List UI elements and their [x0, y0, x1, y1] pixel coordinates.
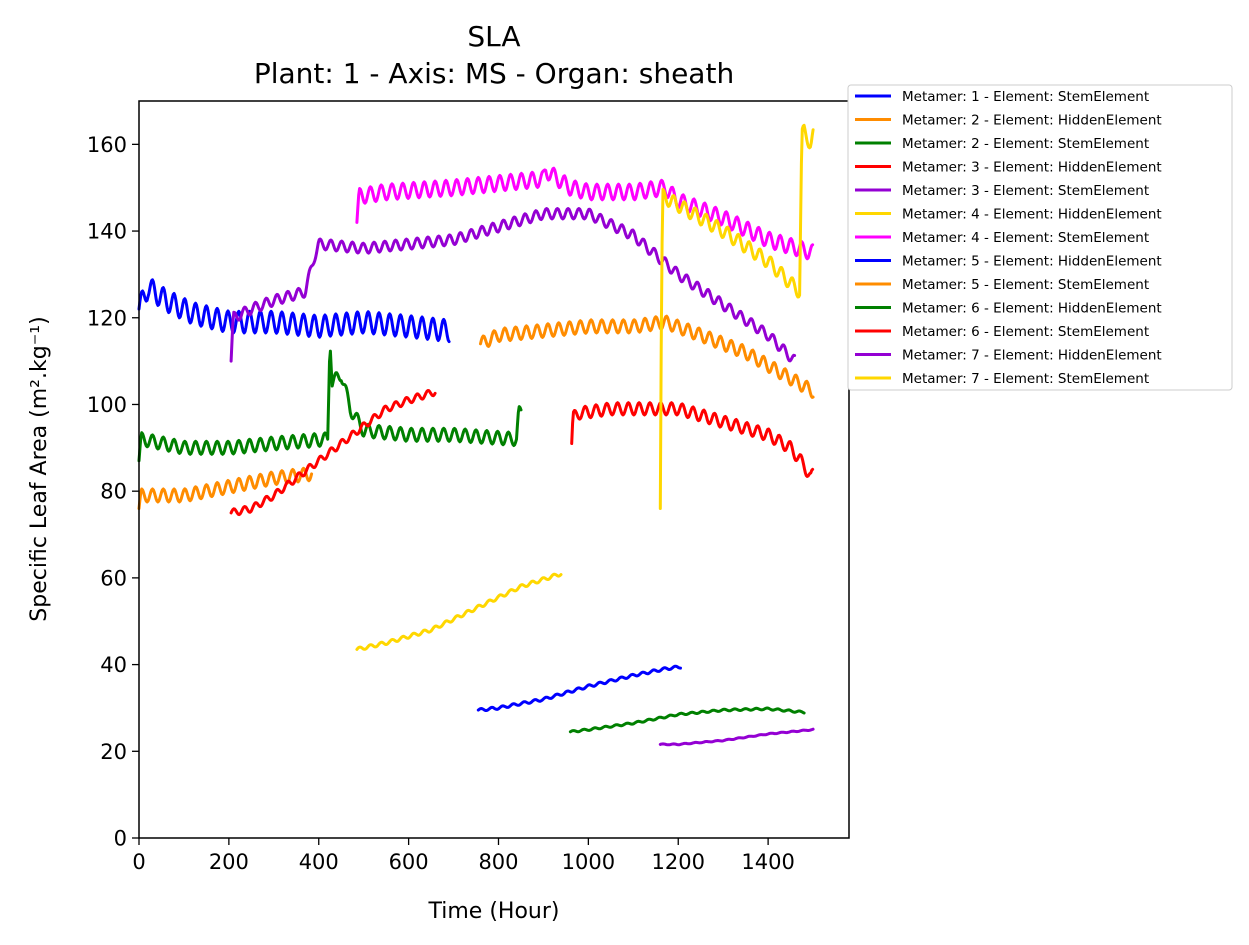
legend-entry: Metamer: 3 - Element: StemElement [902, 183, 1149, 199]
y-tick-label: 60 [100, 566, 127, 590]
legend-entry: Metamer: 6 - Element: HiddenElement [902, 301, 1162, 317]
y-tick-label: 40 [100, 653, 127, 677]
series-line-10 [568, 706, 806, 734]
x-tick-label: 600 [389, 850, 429, 874]
series-line-12 [658, 727, 815, 747]
series-line-9 [479, 314, 815, 399]
x-tick-label: 1200 [652, 850, 705, 874]
y-axis-label: Specific Leaf Area (m².kg⁻¹) [27, 316, 52, 621]
legend-entry: Metamer: 3 - Element: HiddenElement [902, 160, 1162, 176]
series-line-11 [570, 401, 815, 478]
legend-entry: Metamer: 4 - Element: StemElement [902, 230, 1149, 246]
plot-frame [138, 100, 850, 839]
chart-subtitle: Plant: 1 - Axis: MS - Organ: sheath [254, 57, 734, 90]
legend-entry: Metamer: 7 - Element: StemElement [902, 371, 1149, 387]
y-tick-label: 80 [100, 480, 127, 504]
series-line-4 [229, 389, 437, 517]
series-line-3 [137, 349, 523, 463]
x-tick-label: 800 [478, 850, 518, 874]
series-line-13 [658, 123, 815, 510]
legend-box [847, 84, 1233, 391]
x-tick-label: 200 [209, 850, 249, 874]
legend: Metamer: 1 - Element: StemElement Metamer… [847, 84, 1233, 391]
y-tick-label: 120 [87, 306, 127, 330]
x-tick-label: 1000 [562, 850, 615, 874]
x-axis-label: Time (Hour) [428, 899, 560, 924]
legend-entry: Metamer: 5 - Element: StemElement [902, 277, 1149, 293]
y-tick-label: 140 [87, 220, 127, 244]
x-tick-label: 400 [299, 850, 339, 874]
legend-entry: Metamer: 6 - Element: StemElement [902, 324, 1149, 340]
series-line-7 [355, 166, 815, 261]
series-lines [137, 123, 815, 747]
x-axis-ticks: 0 200 400 600 800 1000 1200 1400 [132, 838, 795, 874]
y-axis-ticks: 0 20 40 60 80 100 120 140 160 [87, 133, 139, 851]
series-line-5 [229, 207, 797, 363]
legend-entry: Metamer: 4 - Element: HiddenElement [902, 207, 1162, 223]
x-tick-label: 1400 [741, 850, 794, 874]
legend-entry: Metamer: 2 - Element: StemElement [902, 136, 1149, 152]
legend-entry: Metamer: 7 - Element: HiddenElement [902, 348, 1162, 364]
legend-entry: Metamer: 5 - Element: HiddenElement [902, 254, 1162, 270]
y-tick-label: 160 [87, 133, 127, 157]
series-line-1 [137, 278, 451, 344]
legend-entry: Metamer: 1 - Element: StemElement [902, 89, 1149, 105]
y-tick-label: 0 [114, 827, 127, 851]
series-line-6 [355, 572, 563, 651]
x-tick-label: 0 [132, 850, 145, 874]
y-tick-label: 100 [87, 393, 127, 417]
legend-entry: Metamer: 2 - Element: HiddenElement [902, 113, 1162, 129]
series-line-8 [476, 664, 682, 712]
y-tick-label: 20 [100, 740, 127, 764]
series-line-2 [137, 466, 314, 510]
chart-title: SLA [467, 20, 520, 53]
